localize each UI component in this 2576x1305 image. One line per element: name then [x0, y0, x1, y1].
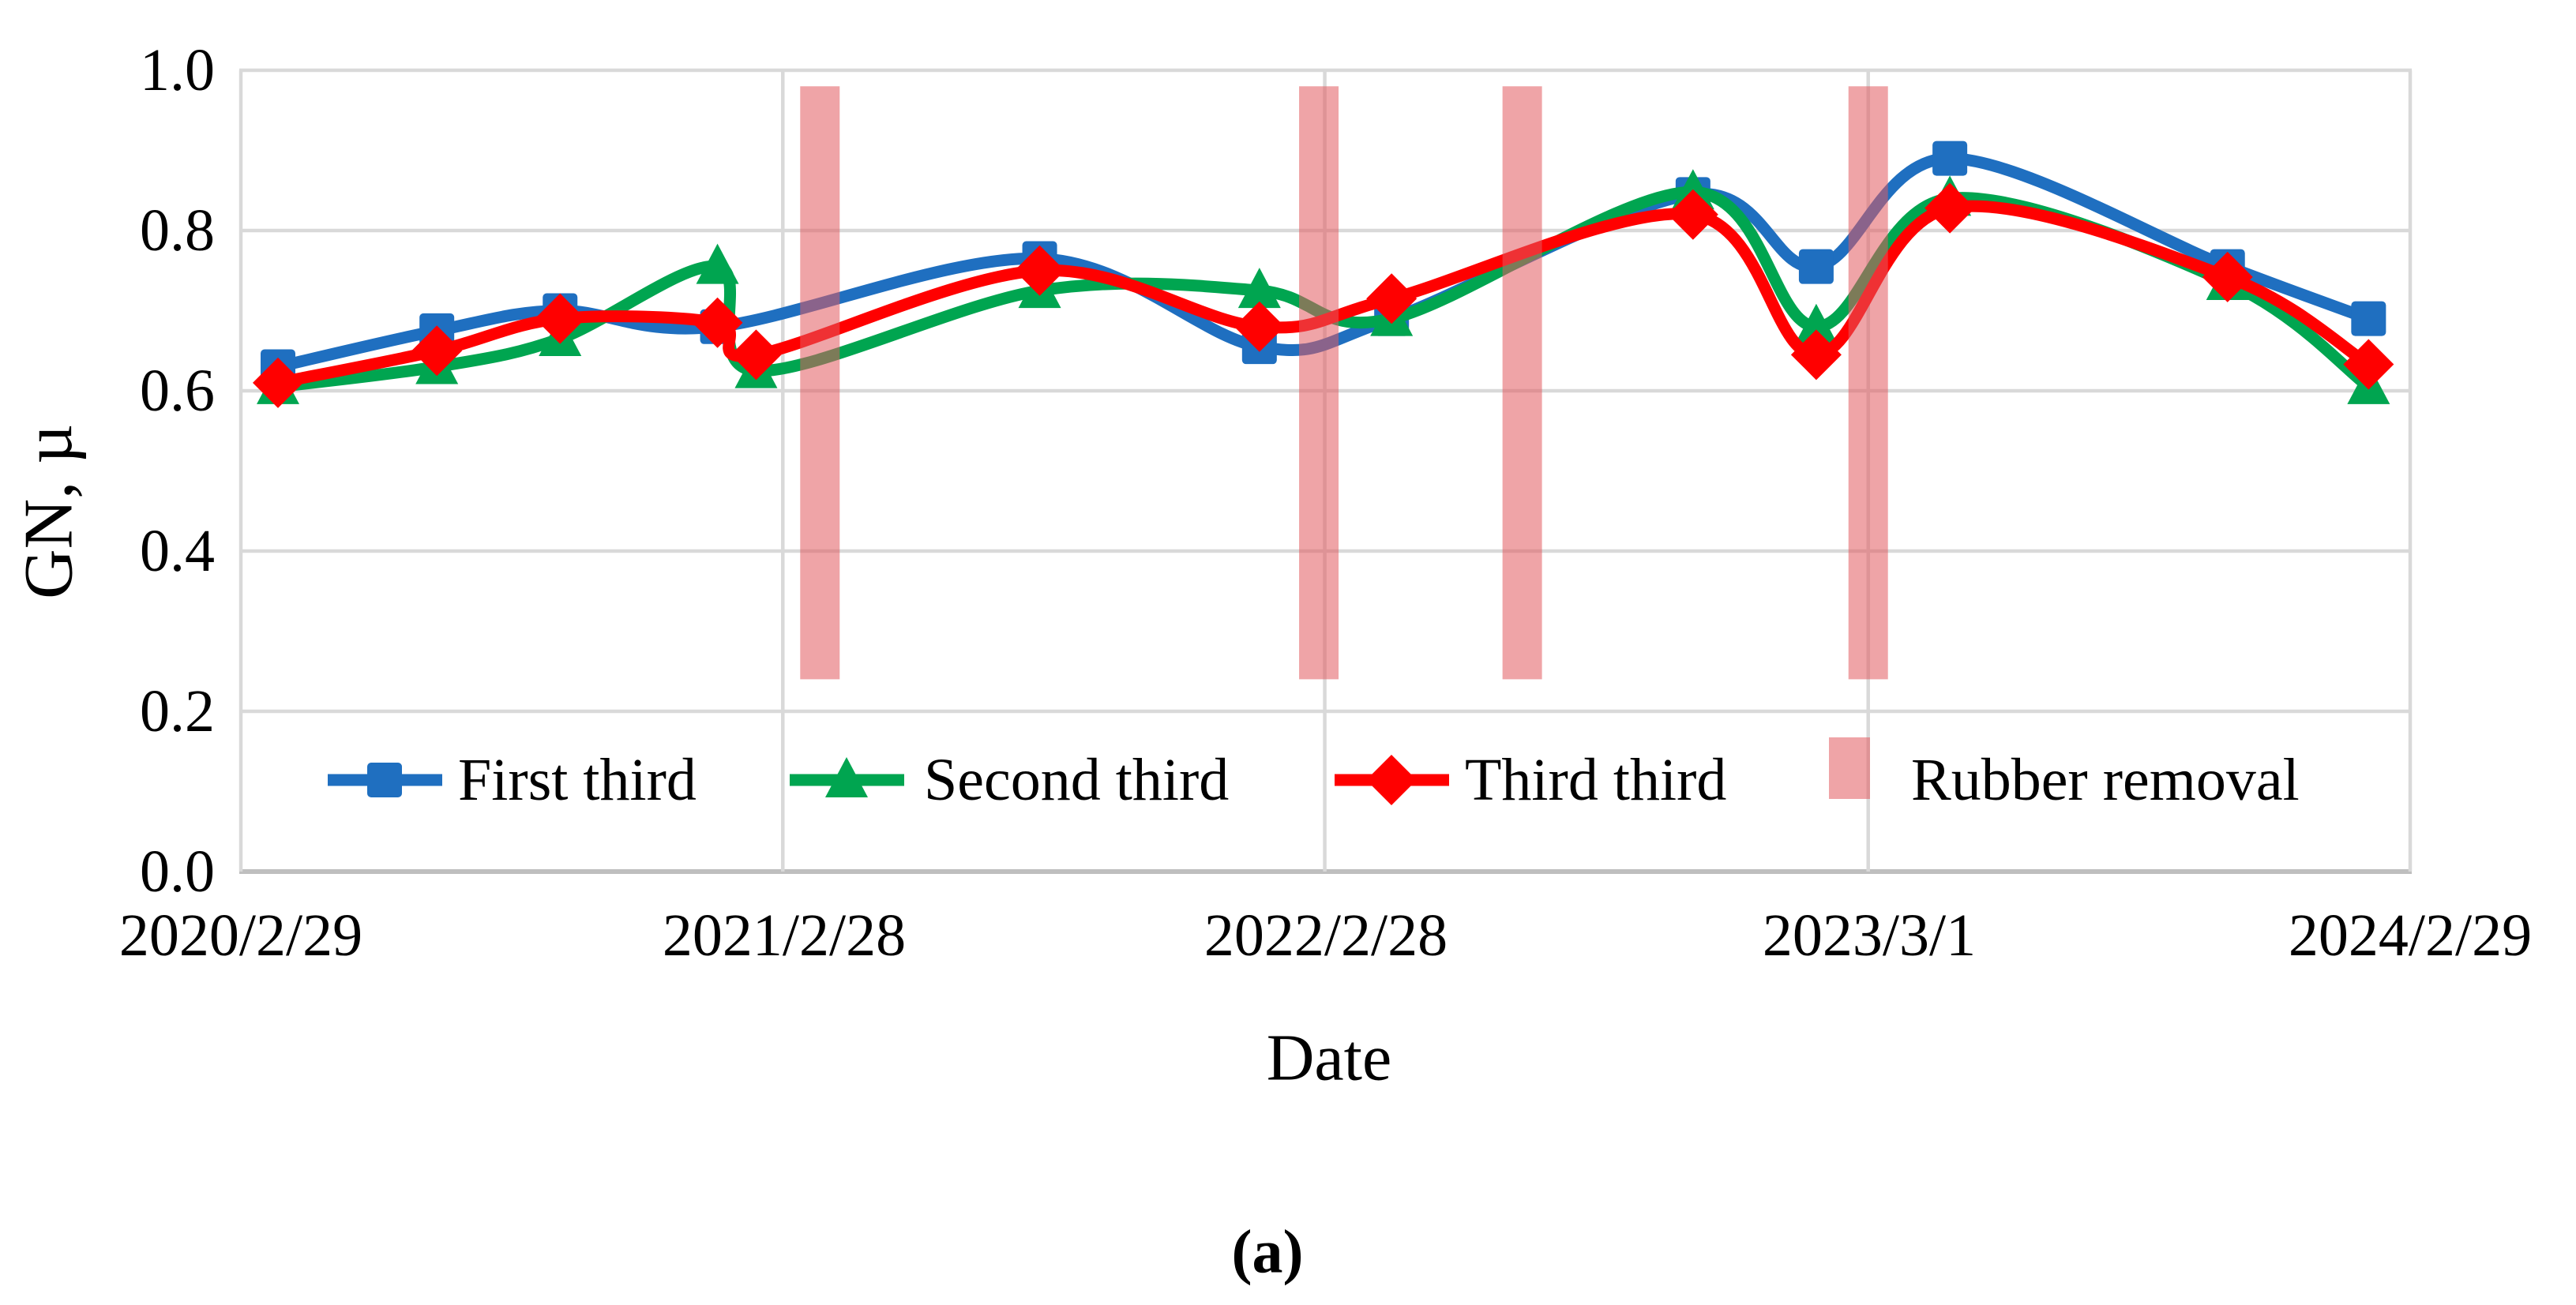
legend-square-marker-icon [367, 763, 402, 797]
y-axis-title: GN, µ [11, 424, 88, 599]
legend-label-first-third: First third [458, 747, 697, 813]
legend-item-rubber-removal: Rubber removal [1829, 737, 2300, 813]
y-tick: 0.8 [140, 197, 215, 264]
legend-label-third-third: Third third [1465, 747, 1726, 813]
rubber-removal-bar [1299, 86, 1339, 680]
y-tick: 0.2 [140, 678, 215, 744]
legend-label-rubber-removal: Rubber removal [1911, 747, 2300, 813]
rubber-removal-bars [800, 86, 1888, 680]
y-tick: 0.6 [140, 358, 215, 424]
y-tick: 0.4 [140, 518, 215, 584]
x-tick: 2020/2/29 [119, 902, 362, 969]
x-axis-title: Date [1267, 1022, 1392, 1095]
x-tick: 2022/2/28 [1204, 902, 1448, 969]
legend-item-first-third: First third [328, 747, 697, 813]
rubber-removal-bar [1502, 86, 1542, 680]
x-axis-tick-labels: 2020/2/29 2021/2/28 2022/2/28 2023/3/1 2… [119, 902, 2532, 969]
y-tick: 1.0 [140, 37, 215, 103]
legend-rubber-removal-swatch [1829, 737, 1870, 799]
x-tick: 2023/3/1 [1763, 902, 1976, 969]
legend-item-third-third: Third third [1335, 747, 1726, 813]
rubber-removal-bar [800, 86, 840, 680]
legend-label-second-third: Second third [924, 747, 1229, 813]
y-axis-tick-labels: 0.0 0.2 0.4 0.6 0.8 1.0 [140, 37, 215, 905]
chart-legend: First third Second third Third third Rub… [328, 737, 2300, 813]
legend-diamond-marker-icon [1366, 755, 1417, 805]
y-tick: 0.0 [140, 838, 215, 905]
legend-triangle-marker-icon [825, 757, 868, 797]
x-tick: 2021/2/28 [663, 902, 906, 969]
x-tick: 2024/2/29 [2289, 902, 2532, 969]
legend-item-second-third: Second third [790, 747, 1229, 813]
figure-caption: (a) [1232, 1217, 1304, 1286]
rubber-removal-bar [1848, 86, 1888, 680]
